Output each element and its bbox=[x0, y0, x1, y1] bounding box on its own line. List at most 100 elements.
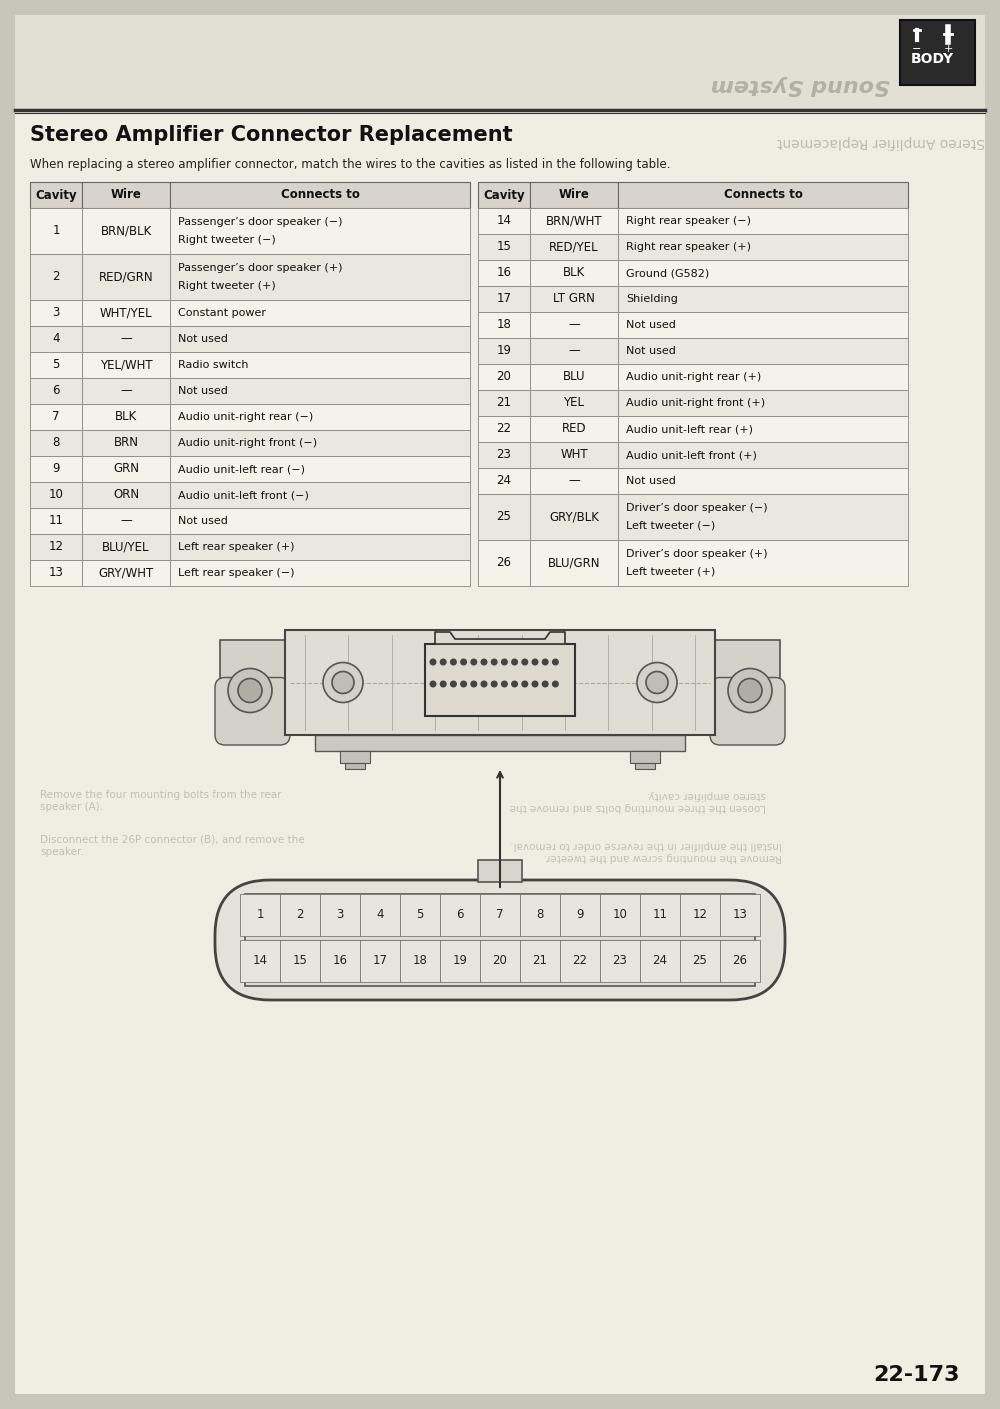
Text: BLK: BLK bbox=[115, 410, 137, 424]
Text: 15: 15 bbox=[497, 241, 511, 254]
Text: 4: 4 bbox=[52, 333, 60, 345]
Circle shape bbox=[430, 659, 436, 665]
Bar bbox=[240, 893, 280, 936]
Bar bbox=[478, 468, 530, 495]
Bar bbox=[640, 940, 680, 982]
Circle shape bbox=[491, 681, 497, 686]
Bar bbox=[530, 468, 618, 495]
Bar bbox=[530, 416, 618, 442]
Circle shape bbox=[481, 659, 487, 665]
Text: 22: 22 bbox=[496, 423, 512, 435]
Circle shape bbox=[440, 681, 446, 686]
Text: BODY: BODY bbox=[910, 52, 954, 66]
Bar bbox=[520, 940, 560, 982]
Text: 22-173: 22-173 bbox=[874, 1365, 960, 1385]
Bar bbox=[478, 286, 530, 311]
Bar bbox=[400, 893, 440, 936]
Text: Wire: Wire bbox=[559, 189, 589, 201]
Text: Ground (G582): Ground (G582) bbox=[626, 268, 709, 278]
Bar bbox=[82, 300, 170, 325]
Text: Constant power: Constant power bbox=[178, 309, 266, 318]
Bar bbox=[82, 534, 170, 559]
Circle shape bbox=[532, 659, 538, 665]
Text: Audio unit-left front (−): Audio unit-left front (−) bbox=[178, 490, 309, 500]
Bar bbox=[82, 182, 170, 209]
Text: 8: 8 bbox=[536, 909, 544, 921]
FancyBboxPatch shape bbox=[215, 881, 785, 1000]
Bar bbox=[618, 495, 908, 540]
Text: Audio unit-left front (+): Audio unit-left front (+) bbox=[626, 449, 757, 459]
Text: 3: 3 bbox=[52, 307, 60, 320]
Text: Stereo Amplifier Connector Replacement: Stereo Amplifier Connector Replacement bbox=[30, 125, 513, 145]
Text: —: — bbox=[568, 318, 580, 331]
Text: BRN/WHT: BRN/WHT bbox=[546, 214, 602, 227]
Text: —: — bbox=[568, 344, 580, 358]
Bar bbox=[30, 300, 82, 325]
Bar bbox=[478, 311, 530, 338]
Bar bbox=[478, 209, 530, 234]
Text: 24: 24 bbox=[496, 475, 512, 488]
Text: 19: 19 bbox=[496, 344, 512, 358]
Bar bbox=[618, 468, 908, 495]
Bar bbox=[170, 482, 470, 509]
Text: WHT/YEL: WHT/YEL bbox=[100, 307, 152, 320]
Circle shape bbox=[238, 679, 262, 703]
Circle shape bbox=[451, 659, 456, 665]
Text: 5: 5 bbox=[52, 358, 60, 372]
Text: Audio unit-right rear (−): Audio unit-right rear (−) bbox=[178, 411, 313, 423]
Bar bbox=[30, 482, 82, 509]
Circle shape bbox=[323, 662, 363, 703]
Text: Not used: Not used bbox=[178, 516, 228, 526]
Text: Left rear speaker (−): Left rear speaker (−) bbox=[178, 568, 294, 578]
Circle shape bbox=[646, 672, 668, 693]
Text: 13: 13 bbox=[49, 566, 63, 579]
Text: 6: 6 bbox=[52, 385, 60, 397]
Text: Left tweeter (−): Left tweeter (−) bbox=[626, 521, 715, 531]
Text: ORN: ORN bbox=[113, 489, 139, 502]
Bar bbox=[530, 261, 618, 286]
Circle shape bbox=[440, 659, 446, 665]
Text: 18: 18 bbox=[413, 954, 427, 968]
Circle shape bbox=[332, 672, 354, 693]
Circle shape bbox=[471, 659, 477, 665]
Bar bbox=[618, 390, 908, 416]
Bar bbox=[170, 325, 470, 352]
Text: 2: 2 bbox=[52, 271, 60, 283]
Bar bbox=[30, 352, 82, 378]
Bar bbox=[82, 559, 170, 586]
Bar bbox=[82, 430, 170, 457]
Bar bbox=[618, 364, 908, 390]
Bar bbox=[680, 893, 720, 936]
Bar bbox=[82, 325, 170, 352]
Text: BLU: BLU bbox=[563, 371, 585, 383]
Bar bbox=[480, 940, 520, 982]
Bar bbox=[478, 390, 530, 416]
Bar bbox=[530, 442, 618, 468]
Bar bbox=[478, 234, 530, 261]
Bar bbox=[720, 893, 760, 936]
Bar bbox=[530, 182, 618, 209]
Bar bbox=[618, 234, 908, 261]
Text: LT GRN: LT GRN bbox=[553, 293, 595, 306]
Text: 17: 17 bbox=[496, 293, 512, 306]
Bar bbox=[618, 209, 908, 234]
Text: —: — bbox=[120, 385, 132, 397]
Bar bbox=[618, 540, 908, 586]
Bar bbox=[618, 182, 908, 209]
Text: 20: 20 bbox=[493, 954, 507, 968]
Text: —: — bbox=[568, 475, 580, 488]
FancyBboxPatch shape bbox=[710, 678, 785, 745]
Text: —: — bbox=[120, 514, 132, 527]
Circle shape bbox=[512, 681, 517, 686]
Circle shape bbox=[228, 668, 272, 713]
Bar bbox=[82, 378, 170, 404]
Bar bbox=[425, 644, 575, 716]
Bar bbox=[170, 509, 470, 534]
Text: Remove the mounting screw and the tweeter.
Install the amplifier in the reverse : Remove the mounting screw and the tweete… bbox=[510, 840, 782, 861]
Bar bbox=[30, 457, 82, 482]
Text: Not used: Not used bbox=[626, 320, 676, 330]
Text: —: — bbox=[120, 333, 132, 345]
Text: 18: 18 bbox=[497, 318, 511, 331]
Bar bbox=[560, 940, 600, 982]
Circle shape bbox=[491, 659, 497, 665]
